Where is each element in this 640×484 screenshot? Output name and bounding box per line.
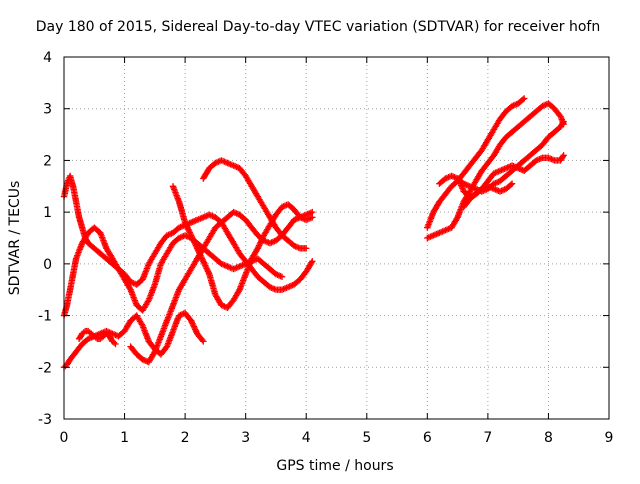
y-tick-label: -3 xyxy=(38,412,52,428)
y-tick-label: 2 xyxy=(43,153,52,169)
data-point xyxy=(308,259,315,266)
data-point xyxy=(196,249,203,256)
series-arc-7 xyxy=(169,183,316,311)
x-tick-label: 6 xyxy=(423,430,432,446)
x-tick-label: 7 xyxy=(483,430,492,446)
x-tick-label: 5 xyxy=(362,430,371,446)
data-layer xyxy=(60,95,567,371)
data-point xyxy=(521,95,528,102)
data-point xyxy=(508,180,516,187)
y-tick-label: -2 xyxy=(38,360,52,376)
data-point xyxy=(309,258,316,265)
data-point xyxy=(189,235,196,242)
data-point xyxy=(193,243,200,251)
data-point xyxy=(204,266,211,274)
x-axis-label: GPS time / hours xyxy=(276,458,393,474)
data-point xyxy=(191,239,198,246)
x-tick-label: 3 xyxy=(241,430,250,446)
series-arc-6 xyxy=(200,157,310,252)
data-point xyxy=(196,250,204,258)
series-arc-5 xyxy=(127,208,316,366)
data-point xyxy=(198,255,206,262)
y-axis-label: SDTVAR / TECUs xyxy=(7,181,23,296)
data-point xyxy=(190,321,197,329)
data-point xyxy=(150,350,158,357)
data-point xyxy=(112,340,119,348)
data-point xyxy=(507,181,515,188)
y-tick-label: 4 xyxy=(43,50,52,66)
series-arc-3 xyxy=(60,309,207,371)
chart-title: Day 180 of 2015, Sidereal Day-to-day VTE… xyxy=(36,19,600,35)
data-point xyxy=(203,265,210,272)
data-point xyxy=(559,119,566,127)
grid xyxy=(64,57,609,419)
y-tick-label: -1 xyxy=(38,309,52,325)
series-arc-8 xyxy=(424,95,528,231)
data-point xyxy=(519,96,527,103)
y-tick-label: 0 xyxy=(43,257,52,273)
series-arc-9 xyxy=(424,100,567,242)
data-point xyxy=(194,246,202,253)
y-tick-label: 1 xyxy=(43,205,52,221)
x-tick-label: 9 xyxy=(605,430,614,446)
data-point xyxy=(202,262,209,269)
x-tick-label: 8 xyxy=(544,430,553,446)
data-point xyxy=(278,273,286,280)
data-point xyxy=(181,219,189,226)
x-tick-label: 1 xyxy=(120,430,129,446)
data-point xyxy=(200,258,207,265)
data-point xyxy=(303,245,310,252)
x-tick-label: 4 xyxy=(302,430,311,446)
data-point xyxy=(560,118,567,125)
data-point xyxy=(548,155,555,163)
data-point xyxy=(192,326,199,333)
x-tick-label: 0 xyxy=(60,430,69,446)
data-point xyxy=(560,152,567,159)
data-point xyxy=(258,236,265,243)
data-point xyxy=(559,153,566,160)
data-point xyxy=(187,230,194,238)
axis-ticks: 0 1 2 3 4 5 6 7 8 9 -3 -2 -1 0 1 2 3 4 xyxy=(38,50,613,446)
data-point xyxy=(183,223,191,230)
data-point xyxy=(254,245,261,252)
data-point xyxy=(309,214,316,221)
data-point xyxy=(199,336,206,344)
data-point xyxy=(256,240,263,248)
data-point xyxy=(259,235,266,242)
series-arc-12 xyxy=(457,180,516,200)
plot-frame xyxy=(63,56,610,420)
data-point xyxy=(185,227,193,235)
series-arc-4 xyxy=(75,327,119,348)
data-point xyxy=(188,319,195,326)
data-point xyxy=(200,338,207,345)
data-point xyxy=(188,233,195,241)
y-tick-label: 3 xyxy=(43,102,52,118)
x-tick-label: 2 xyxy=(181,430,190,446)
